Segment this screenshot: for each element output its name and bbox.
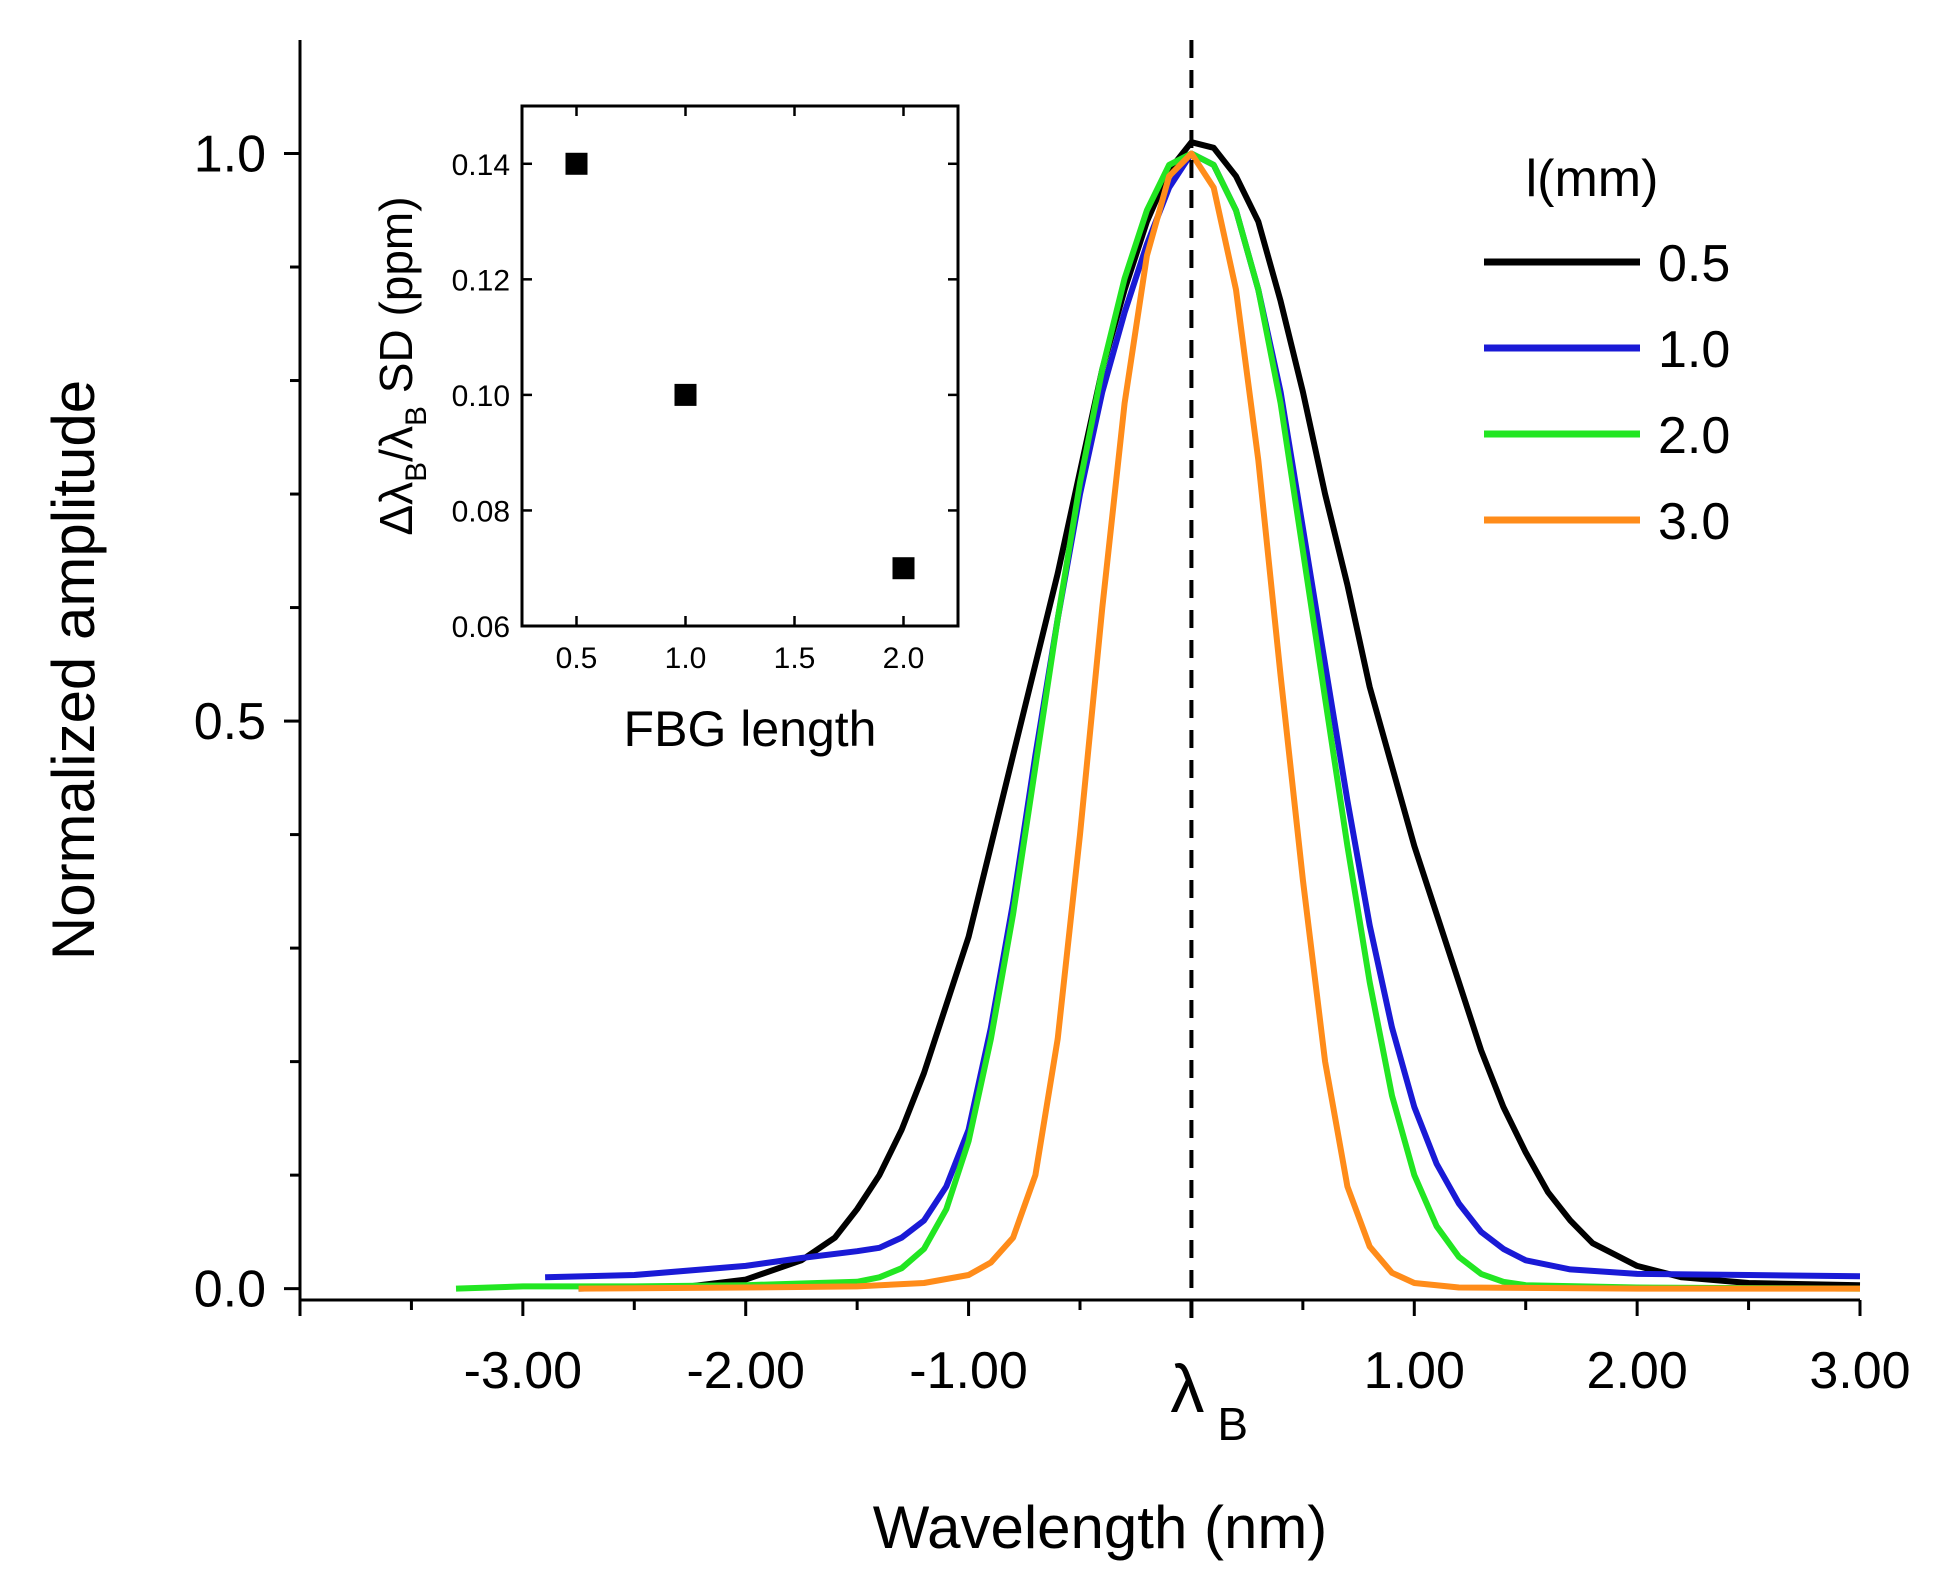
inset-y-tick-label: 0.14: [452, 149, 510, 182]
legend-label-1-0: 1.0: [1658, 321, 1730, 379]
x-center-label-subscript: B: [1217, 1398, 1248, 1450]
legend-title: l(mm): [1526, 150, 1659, 208]
legend: l(mm) 0.5 1.0 2.0 3.0: [1484, 150, 1730, 551]
legend-label-2-0: 2.0: [1658, 407, 1730, 465]
x-tick-label: -3.00: [464, 1342, 583, 1400]
inset-data-point: [565, 152, 588, 175]
y-tick-label: 1.0: [194, 126, 266, 184]
inset-plot: 0.5 1.0 1.5 2.0 0.06 0.08 0.10 0.12 0.14 FBG leng…: [370, 104, 960, 757]
inset-y-title-sub2: B: [400, 406, 433, 426]
inset-y-axis-title: ΔλB/λB SD (ppm): [370, 196, 433, 535]
inset-x-axis-title: FBG length: [624, 701, 877, 757]
inset-x-tick-label: 1.0: [665, 642, 707, 675]
main-plot: -3.00 -2.00 -1.00 1.00 2.00 3.00λ B0.00.51.0Wa…: [40, 40, 1911, 1561]
inset-y-tick-label: 0.10: [452, 380, 510, 413]
inset-x-tick-label: 2.0: [883, 642, 925, 675]
y-axis-title: Normalized amplitude: [40, 380, 107, 960]
inset-x-tick-label: 0.5: [556, 642, 598, 675]
series-line-0-5: [578, 139, 1861, 1292]
inset-data-point: [674, 383, 697, 406]
x-tick-label: -1.00: [909, 1342, 1028, 1400]
legend-label-0-5: 0.5: [1658, 235, 1730, 293]
inset-y-tick-label: 0.12: [452, 264, 510, 297]
inset-y-title-delta: Δλ: [370, 482, 422, 536]
inset-y-title-rest: SD (ppm): [370, 196, 422, 406]
legend-label-3-0: 3.0: [1658, 493, 1730, 551]
inset-y-tick-label: 0.08: [452, 495, 510, 528]
x-tick-label: -2.00: [686, 1342, 805, 1400]
inset-y-title-slash: /λ: [370, 426, 422, 462]
y-tick-label: 0.0: [194, 1261, 266, 1319]
x-tick-label: 3.00: [1809, 1342, 1910, 1400]
inset-data-point: [892, 557, 915, 580]
x-tick-label: 2.00: [1587, 1342, 1688, 1400]
series-line-2-0: [455, 150, 1861, 1292]
series-line-3-0: [578, 150, 1860, 1292]
x-center-label-lambda: λ: [1170, 1351, 1204, 1427]
inset-frame: [520, 104, 960, 628]
inset-x-tick-label: 1.5: [774, 642, 816, 675]
inset-y-title-sub1: B: [400, 462, 433, 482]
x-axis-title: Wavelength (nm): [873, 1494, 1328, 1561]
y-tick-label: 0.5: [194, 693, 266, 751]
x-tick-label: 1.00: [1364, 1342, 1465, 1400]
inset-y-tick-label: 0.06: [452, 611, 510, 644]
